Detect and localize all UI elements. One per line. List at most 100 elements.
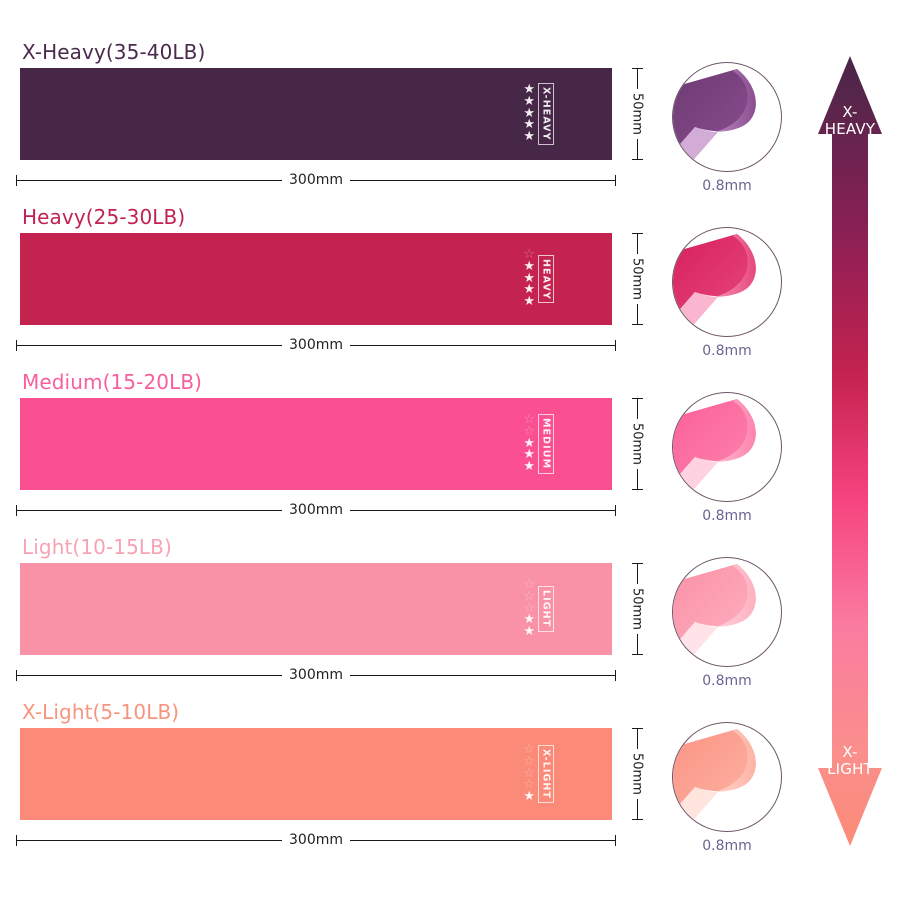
folded-band-illustration (673, 399, 756, 495)
thickness-photo (672, 392, 782, 502)
arrow-top-line1: X- (842, 103, 858, 121)
star-empty-icon: ☆ (523, 754, 535, 770)
star-filled-icon: ★ (523, 293, 535, 309)
star-filled-icon: ★ (523, 128, 535, 144)
dim-cap-top (631, 398, 643, 399)
dim-cap-bottom (631, 654, 643, 655)
star-filled-icon: ★ (523, 435, 535, 451)
dim-cap-left (16, 174, 17, 186)
dim-line-left (17, 344, 282, 346)
band-emboss-logo: ★ ★ ★ ★ ★ X-HEAVY (523, 77, 554, 151)
dim-line-top (636, 234, 638, 255)
thickness-photo (672, 557, 782, 667)
dim-line-top (636, 729, 638, 750)
star-empty-icon: ☆ (523, 600, 535, 616)
resistance-stars: ☆ ☆ ☆ ☆ ★ (523, 742, 535, 804)
width-dimension: 50mm (626, 728, 648, 820)
star-filled-icon: ★ (523, 458, 535, 474)
thickness-value: 0.8mm (702, 838, 752, 854)
band-tag: X-HEAVY (538, 83, 554, 145)
dim-cap-left (16, 834, 17, 846)
star-empty-icon: ☆ (523, 777, 535, 793)
dim-line-left (17, 179, 282, 181)
length-dimension: 300mm (16, 335, 616, 355)
arrow-bottom-line2: LIGHT (827, 759, 873, 778)
star-filled-icon: ★ (523, 270, 535, 286)
thickness-photo (672, 62, 782, 172)
star-filled-icon: ★ (523, 259, 535, 275)
star-filled-icon: ★ (523, 623, 535, 639)
band-tag: MEDIUM (538, 414, 554, 474)
thickness-value: 0.8mm (702, 178, 752, 194)
resistance-gradient-arrow: X- HEAVY X- LIGHT (810, 56, 890, 846)
width-value: 50mm (629, 423, 645, 465)
band-label: Light(10-15LB) (22, 535, 172, 559)
star-filled-icon: ★ (523, 117, 535, 133)
band-tag: LIGHT (538, 586, 554, 632)
dim-cap-bottom (631, 819, 643, 820)
length-dimension: 300mm (16, 665, 616, 685)
arrow-bottom-line1: X- (842, 743, 858, 761)
star-filled-icon: ★ (523, 82, 535, 98)
band-emboss-logo: ☆ ☆ ★ ★ ★ MEDIUM (523, 407, 554, 481)
dim-cap-bottom (631, 489, 643, 490)
length-value: 300mm (289, 667, 343, 683)
length-value: 300mm (289, 832, 343, 848)
arrow-top-label: X- HEAVY (810, 104, 890, 138)
dim-line-bottom (636, 303, 638, 324)
dim-cap-top (631, 233, 643, 234)
width-value: 50mm (629, 753, 645, 795)
band-tag: HEAVY (538, 254, 554, 304)
star-filled-icon: ★ (523, 788, 535, 804)
width-dimension: 50mm (626, 398, 648, 490)
dim-line-left (17, 509, 282, 511)
star-filled-icon: ★ (523, 447, 535, 463)
folded-band-illustration (673, 564, 756, 660)
dim-line-top (636, 69, 638, 90)
band-swatch: ☆ ☆ ☆ ☆ ★ X-LIGHT (20, 728, 612, 820)
length-value: 300mm (289, 337, 343, 353)
band-label: X-Heavy(35-40LB) (22, 40, 206, 64)
thickness-value: 0.8mm (702, 343, 752, 359)
dim-line-right (350, 509, 615, 511)
band-label: X-Light(5-10LB) (22, 700, 180, 724)
star-filled-icon: ★ (523, 105, 535, 121)
band-emboss-logo: ☆ ☆ ☆ ☆ ★ X-LIGHT (523, 737, 554, 811)
folded-band-illustration (673, 234, 756, 330)
resistance-stars: ☆ ☆ ☆ ★ ★ (523, 577, 535, 639)
resistance-stars: ☆ ★ ★ ★ ★ (523, 247, 535, 309)
star-empty-icon: ☆ (523, 247, 535, 263)
star-filled-icon: ★ (523, 282, 535, 298)
folded-band-illustration (673, 729, 756, 825)
width-value: 50mm (629, 258, 645, 300)
dim-cap-top (631, 68, 643, 69)
dim-cap-right (615, 504, 616, 516)
folded-band-illustration (673, 69, 756, 165)
star-empty-icon: ☆ (523, 577, 535, 593)
width-value: 50mm (629, 93, 645, 135)
thickness-value: 0.8mm (702, 673, 752, 689)
dim-cap-bottom (631, 324, 643, 325)
dim-cap-right (615, 174, 616, 186)
arrow-bottom-label: X- LIGHT (810, 744, 890, 778)
dim-line-right (350, 179, 615, 181)
band-tag: X-LIGHT (538, 744, 554, 803)
star-empty-icon: ☆ (523, 424, 535, 440)
band-label: Medium(15-20LB) (22, 370, 203, 394)
width-dimension: 50mm (626, 68, 648, 160)
dim-line-left (17, 674, 282, 676)
dim-cap-bottom (631, 159, 643, 160)
length-dimension: 300mm (16, 830, 616, 850)
width-dimension: 50mm (626, 563, 648, 655)
dim-line-bottom (636, 138, 638, 159)
dim-cap-left (16, 669, 17, 681)
dim-cap-right (615, 339, 616, 351)
dim-line-right (350, 674, 615, 676)
dim-line-top (636, 564, 638, 585)
band-swatch: ★ ★ ★ ★ ★ X-HEAVY (20, 68, 612, 160)
star-empty-icon: ☆ (523, 742, 535, 758)
star-empty-icon: ☆ (523, 412, 535, 428)
band-swatch: ☆ ☆ ☆ ★ ★ LIGHT (20, 563, 612, 655)
width-dimension: 50mm (626, 233, 648, 325)
